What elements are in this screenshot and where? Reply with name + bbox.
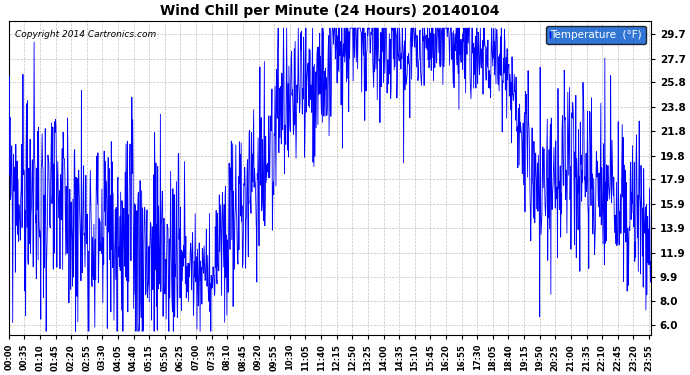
Text: Copyright 2014 Cartronics.com: Copyright 2014 Cartronics.com [15, 30, 157, 39]
Legend: Temperature  (°F): Temperature (°F) [546, 26, 646, 44]
Title: Wind Chill per Minute (24 Hours) 20140104: Wind Chill per Minute (24 Hours) 2014010… [160, 4, 500, 18]
